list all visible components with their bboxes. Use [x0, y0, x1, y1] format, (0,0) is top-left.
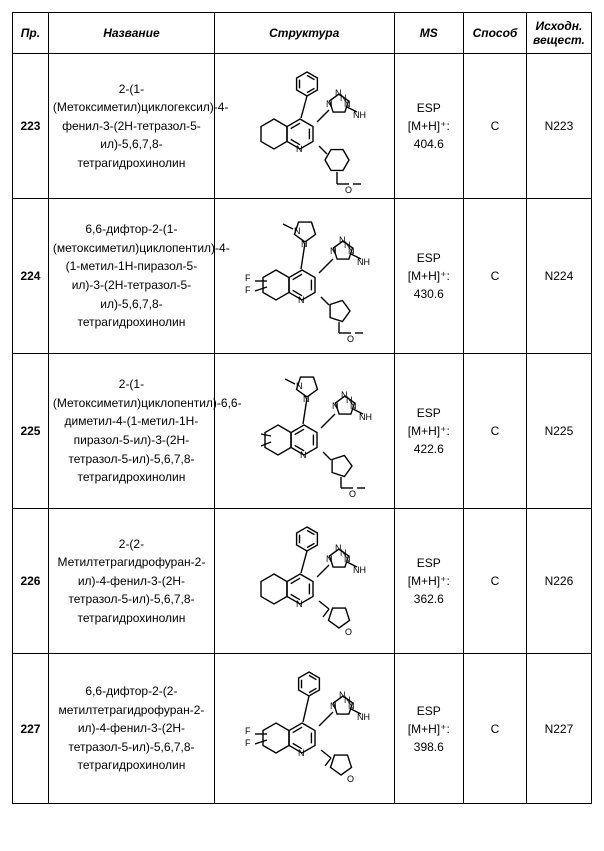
ms-line1: ESP	[417, 556, 441, 570]
cell-ms: ESP [M+H]⁺: 362.6	[394, 509, 464, 654]
svg-text:O: O	[347, 774, 354, 784]
svg-text:N: N	[298, 295, 305, 305]
compound-table: Пр. Название Структура MS Способ Исходн.…	[12, 12, 592, 804]
table-row: 2276,6-дифтор-2-(2-метилтетрагидрофуран-…	[13, 654, 592, 804]
ms-line1: ESP	[417, 101, 441, 115]
col-header-name: Название	[48, 13, 214, 54]
cell-structure: NNNNNNHO	[214, 509, 394, 654]
cell-pr: 226	[13, 509, 49, 654]
cell-src: N226	[526, 509, 591, 654]
ms-line3: 362.6	[414, 592, 444, 606]
svg-text:N: N	[330, 246, 337, 256]
svg-text:N: N	[326, 99, 333, 109]
ms-line2: [M+H]⁺:	[408, 574, 450, 588]
svg-text:N: N	[344, 240, 351, 250]
svg-text:NH: NH	[359, 412, 372, 422]
svg-text:N: N	[330, 701, 337, 711]
table-row: 2262-(2-Метилтетрагидрофуран-2-ил)-4-фен…	[13, 509, 592, 654]
cell-name: 6,6-дифтор-2-(2-метилтетрагидрофуран-2-и…	[48, 654, 214, 804]
cell-src: N225	[526, 354, 591, 509]
ms-line2: [M+H]⁺:	[408, 722, 450, 736]
svg-text:O: O	[349, 489, 356, 499]
cell-structure: NNNNNNNNHO	[214, 354, 394, 509]
svg-text:NH: NH	[357, 257, 370, 267]
svg-text:N: N	[296, 381, 303, 391]
cell-ms: ESP [M+H]⁺: 398.6	[394, 654, 464, 804]
ms-line2: [M+H]⁺:	[408, 119, 450, 133]
svg-text:N: N	[326, 554, 333, 564]
table-row: 2246,6-дифтор-2-(1-(метоксиметил)циклопе…	[13, 199, 592, 354]
table-header-row: Пр. Название Структура MS Способ Исходн.…	[13, 13, 592, 54]
cell-pr: 223	[13, 54, 49, 199]
cell-name: 6,6-дифтор-2-(1-(метоксиметил)циклопенти…	[48, 199, 214, 354]
col-header-struct: Структура	[214, 13, 394, 54]
cell-structure: NFFNNNNNHO	[214, 654, 394, 804]
col-header-ms: MS	[394, 13, 464, 54]
svg-text:N: N	[340, 548, 347, 558]
cell-structure: NNNNNNHO	[214, 54, 394, 199]
svg-text:N: N	[332, 401, 339, 411]
col-header-pr: Пр.	[13, 13, 49, 54]
svg-text:F: F	[245, 726, 251, 736]
cell-pr: 225	[13, 354, 49, 509]
cell-name: 2-(2-Метилтетрагидрофуран-2-ил)-4-фенил-…	[48, 509, 214, 654]
svg-text:N: N	[344, 695, 351, 705]
table-row: 2252-(1-(Метоксиметил)циклопентил)-6,6-д…	[13, 354, 592, 509]
cell-method: C	[464, 54, 527, 199]
svg-text:N: N	[296, 144, 303, 154]
ms-line3: 430.6	[414, 287, 444, 301]
svg-text:N: N	[300, 450, 307, 460]
svg-text:NH: NH	[357, 712, 370, 722]
cell-method: C	[464, 354, 527, 509]
svg-text:O: O	[347, 334, 354, 344]
svg-text:NH: NH	[353, 110, 366, 120]
svg-text:N: N	[340, 93, 347, 103]
ms-line2: [M+H]⁺:	[408, 424, 450, 438]
ms-line1: ESP	[417, 704, 441, 718]
svg-text:F: F	[245, 738, 251, 748]
ms-line1: ESP	[417, 251, 441, 265]
svg-text:N: N	[296, 599, 303, 609]
ms-line1: ESP	[417, 406, 441, 420]
table-row: 2232-(1-(Метоксиметил)циклогексил)-4-фен…	[13, 54, 592, 199]
cell-src: N224	[526, 199, 591, 354]
cell-ms: ESP [M+H]⁺: 430.6	[394, 199, 464, 354]
cell-ms: ESP [M+H]⁺: 404.6	[394, 54, 464, 199]
cell-method: C	[464, 654, 527, 804]
svg-text:F: F	[245, 273, 251, 283]
svg-text:F: F	[245, 285, 251, 295]
svg-text:O: O	[345, 185, 352, 195]
cell-structure: NFFNNNNNNNHO	[214, 199, 394, 354]
cell-pr: 224	[13, 199, 49, 354]
svg-text:N: N	[298, 748, 305, 758]
ms-line3: 422.6	[414, 442, 444, 456]
col-header-src: Исходн. вещест.	[526, 13, 591, 54]
svg-text:N: N	[294, 226, 301, 236]
col-header-method: Способ	[464, 13, 527, 54]
svg-text:N: N	[346, 395, 353, 405]
svg-text:NH: NH	[353, 565, 366, 575]
cell-name: 2-(1-(Метоксиметил)циклогексил)-4-фенил-…	[48, 54, 214, 199]
cell-pr: 227	[13, 654, 49, 804]
cell-method: C	[464, 509, 527, 654]
cell-src: N223	[526, 54, 591, 199]
cell-ms: ESP [M+H]⁺: 422.6	[394, 354, 464, 509]
svg-text:O: O	[345, 627, 352, 637]
ms-line3: 404.6	[414, 137, 444, 151]
ms-line2: [M+H]⁺:	[408, 269, 450, 283]
cell-name: 2-(1-(Метоксиметил)циклопентил)-6,6-диме…	[48, 354, 214, 509]
cell-method: C	[464, 199, 527, 354]
ms-line3: 398.6	[414, 740, 444, 754]
cell-src: N227	[526, 654, 591, 804]
